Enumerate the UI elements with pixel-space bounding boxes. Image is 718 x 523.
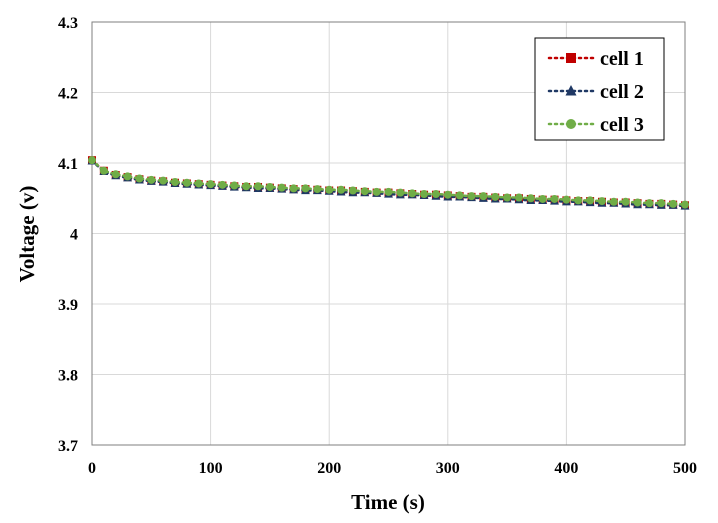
data-point-cell-3 xyxy=(289,184,298,193)
data-point-cell-3 xyxy=(538,194,547,203)
data-point-cell-3 xyxy=(396,188,405,197)
data-point-cell-3 xyxy=(218,180,227,189)
data-point-cell-3 xyxy=(147,175,156,184)
series-layer xyxy=(87,156,690,210)
legend-item-cell-3: cell 3 xyxy=(547,114,644,136)
data-point-cell-3 xyxy=(337,185,346,194)
legend-marker xyxy=(565,85,577,96)
data-point-cell-3 xyxy=(420,190,429,199)
data-point-cell-3 xyxy=(681,200,689,209)
data-point-cell-3 xyxy=(242,182,251,191)
data-point-cell-3 xyxy=(657,199,666,208)
data-point-cell-3 xyxy=(443,190,452,199)
plot-border xyxy=(91,21,686,446)
data-point-cell-3 xyxy=(88,156,96,165)
legend-label: cell 2 xyxy=(600,81,644,103)
legend: cell 1 cell 2 cell 3 xyxy=(534,37,665,141)
x-tick-label: 500 xyxy=(673,460,697,477)
y-tick-label: 4.2 xyxy=(58,86,78,103)
x-axis-label: Time (s) xyxy=(351,490,425,514)
y-axis-ticks: 3.7 3.8 3.9 4 4.1 4.2 4.3 xyxy=(58,15,78,455)
x-tick-label: 100 xyxy=(199,460,223,477)
data-point-cell-3 xyxy=(265,182,274,191)
legend-item-cell-2: cell 2 xyxy=(547,81,644,103)
legend-label: cell 3 xyxy=(600,114,644,136)
data-point-cell-3 xyxy=(479,192,488,201)
data-point-cell-3 xyxy=(467,192,476,201)
data-point-cell-3 xyxy=(621,197,630,206)
legend-item-cell-1: cell 1 xyxy=(547,48,644,70)
y-tick-label: 3.9 xyxy=(58,297,78,314)
y-tick-label: 3.8 xyxy=(58,368,78,385)
data-point-cell-3 xyxy=(99,166,108,175)
legend-items: cell 1 cell 2 cell 3 xyxy=(547,48,644,136)
data-point-cell-3 xyxy=(431,190,440,199)
data-point-cell-3 xyxy=(669,199,678,208)
data-point-cell-3 xyxy=(645,199,654,208)
y-tick-label: 4.3 xyxy=(58,15,78,32)
data-point-cell-3 xyxy=(230,181,239,190)
data-point-cell-3 xyxy=(550,194,559,203)
x-tick-label: 400 xyxy=(554,460,578,477)
data-point-cell-3 xyxy=(455,191,464,200)
y-axis-label: Voltage (v) xyxy=(15,186,39,283)
data-point-cell-3 xyxy=(503,193,512,202)
data-point-cell-3 xyxy=(609,197,618,206)
data-point-cell-3 xyxy=(182,178,191,187)
data-point-cell-3 xyxy=(111,170,120,179)
data-point-cell-3 xyxy=(206,180,215,189)
data-point-cell-3 xyxy=(633,198,642,207)
data-point-cell-3 xyxy=(586,196,595,205)
data-point-cell-3 xyxy=(514,193,523,202)
data-point-cell-3 xyxy=(194,179,203,188)
x-tick-label: 200 xyxy=(317,460,341,477)
x-tick-label: 300 xyxy=(436,460,460,477)
data-point-cell-3 xyxy=(301,184,310,193)
data-point-cell-3 xyxy=(491,192,500,201)
data-point-cell-3 xyxy=(159,176,168,185)
data-point-cell-3 xyxy=(313,185,322,194)
series-cell-3 xyxy=(88,156,689,209)
legend-label: cell 1 xyxy=(600,48,644,70)
x-axis-ticks: 0 100 200 300 400 500 xyxy=(88,460,697,477)
data-point-cell-3 xyxy=(325,185,334,194)
x-tick-label: 0 xyxy=(88,460,96,477)
legend-marker xyxy=(566,119,576,129)
legend-marker xyxy=(566,53,576,63)
data-point-cell-3 xyxy=(135,174,144,183)
data-point-cell-3 xyxy=(171,178,180,187)
data-point-cell-3 xyxy=(360,187,369,196)
data-point-cell-3 xyxy=(254,182,263,191)
data-point-cell-3 xyxy=(526,194,535,203)
data-point-cell-3 xyxy=(408,189,417,198)
data-point-cell-3 xyxy=(372,187,381,196)
data-point-cell-3 xyxy=(348,186,357,195)
data-point-cell-3 xyxy=(123,172,132,181)
data-point-cell-3 xyxy=(574,196,583,205)
y-tick-label: 3.7 xyxy=(58,438,78,455)
y-tick-label: 4.1 xyxy=(58,156,78,173)
data-point-cell-3 xyxy=(277,183,286,192)
data-point-cell-3 xyxy=(562,195,571,204)
data-point-cell-3 xyxy=(597,197,606,206)
data-point-cell-3 xyxy=(384,187,393,196)
y-tick-label: 4 xyxy=(70,227,78,244)
